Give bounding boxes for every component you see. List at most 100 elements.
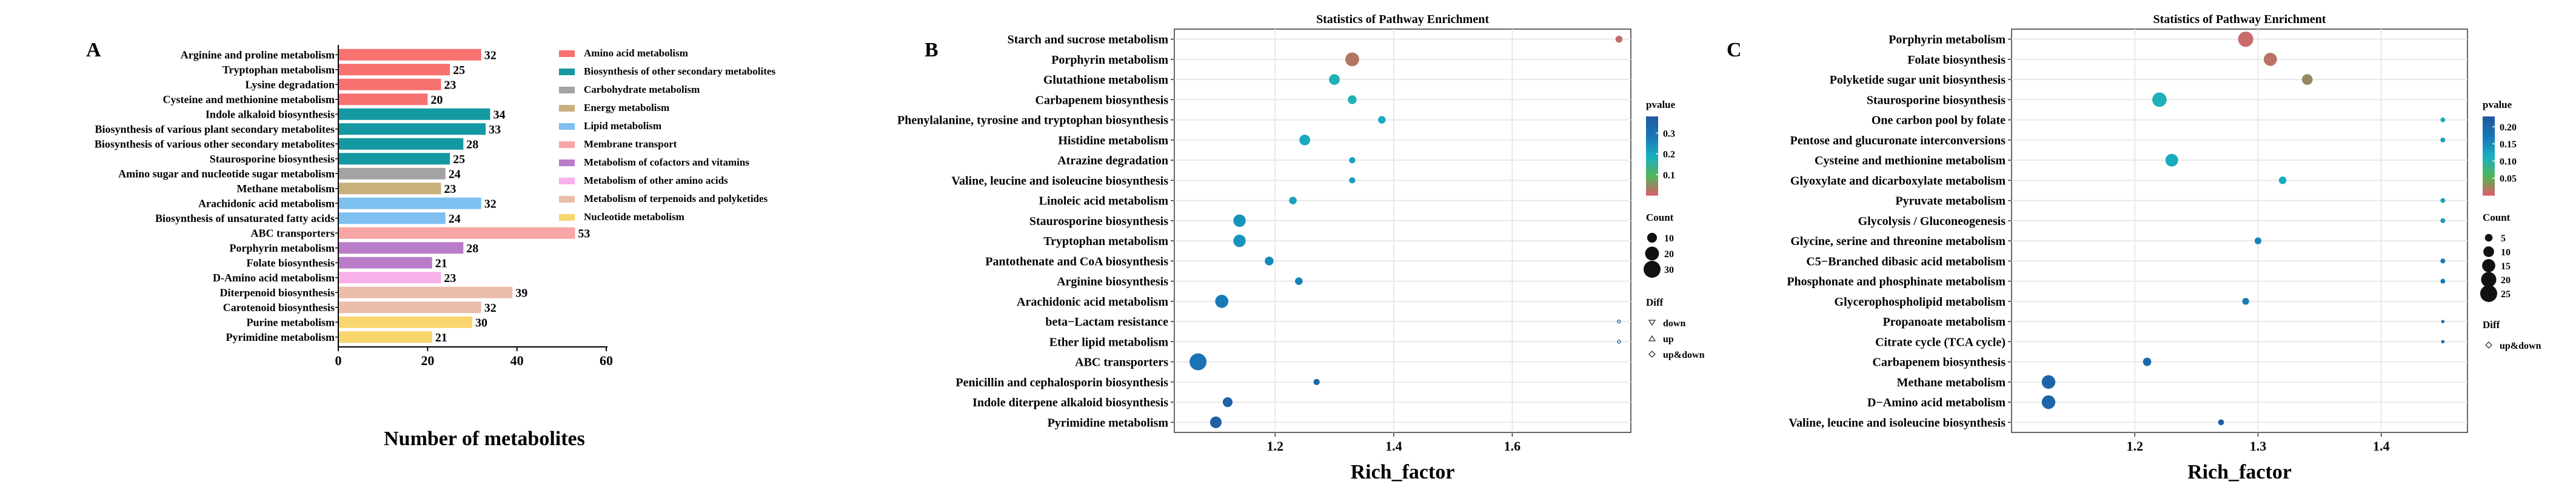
colorbar-cell: [2483, 169, 2495, 172]
category-label-folate-biosynthesis: Folate biosynthesis: [246, 257, 335, 269]
category-label-abc-transporters: ABC transporters: [251, 227, 335, 239]
category-label-c5-branched-dibasic-acid-metabolism: C5−Branched dibasic acid metabolism: [1806, 255, 2006, 268]
colorbar-cell: [2483, 130, 2495, 133]
colorbar-cell: [2483, 146, 2495, 149]
colorbar-cell: [1646, 148, 1658, 150]
category-label-pyrimidine-metabolism: Pyrimidine metabolism: [226, 331, 335, 343]
count-legend-label-15: 15: [2501, 261, 2511, 272]
colorbar-cell: [2483, 189, 2495, 192]
colorbar-cell: [1646, 173, 1658, 176]
colorbar-cell: [2483, 116, 2495, 119]
count-legend-dot-30: [1644, 261, 1661, 278]
colorbar-label-0-2: 0.2: [1663, 150, 1675, 160]
legend-label-amino-acid-metabolism: Amino acid metabolism: [584, 47, 688, 59]
value-label-carotenoid-biosynthesis: 32: [484, 301, 497, 315]
panel-a-bar-chart: A Arginine and proline metabolism 32 Trypto…: [86, 39, 775, 450]
category-label-pentose-and-glucuronate-interconversions: Pentose and glucuronate interconversions: [1790, 134, 2006, 147]
value-label-folate-biosynthesis: 21: [435, 257, 447, 270]
x-tick-label-60: 60: [600, 353, 613, 368]
point-valine-leucine-and-isoleucine-biosynthesis: [1349, 177, 1356, 184]
diff-legend-title: Diff: [2483, 319, 2500, 331]
plot-frame: [1174, 29, 1631, 433]
point-glutathione-metabolism: [1329, 74, 1340, 85]
bar-pyrimidine-metabolism: [338, 331, 432, 343]
diff-legend-shape-up: [1648, 335, 1656, 341]
category-label-citrate-cycle-tca-cycle: Citrate cycle (TCA cycle): [1875, 335, 2006, 349]
x-tick-label-0: 0: [335, 353, 342, 368]
point-phenylalanine-tyrosine-and-tryptophan-biosynthesis: [1378, 116, 1386, 124]
colorbar-cell: [1646, 152, 1658, 155]
colorbar-cell: [2483, 183, 2495, 186]
x-axis-title: Rich_factor: [1351, 461, 1455, 483]
category-label-pantothenate-and-coa-biosynthesis: Pantothenate and CoA biosynthesis: [985, 255, 1168, 268]
point-folate-biosynthesis: [2263, 53, 2277, 66]
category-label-one-carbon-pool-by-folate: One carbon pool by folate: [1872, 114, 2006, 127]
colorbar-label-0-05: 0.05: [2500, 174, 2517, 184]
count-legend-dot-20: [1645, 246, 1659, 261]
colorbar-cell: [2483, 148, 2495, 150]
count-legend-dot-25: [2480, 285, 2497, 302]
category-label-glutathione-metabolism: Glutathione metabolism: [1043, 73, 1168, 87]
point-citrate-cycle-tca-cycle: [2441, 340, 2445, 344]
legend-label-metabolism-of-terpenoids-and-polyketides: Metabolism of terpenoids and polyketides: [584, 193, 768, 204]
category-label-penicillin-and-cephalosporin-biosynthesis: Penicillin and cephalosporin biosynthesi…: [955, 376, 1168, 389]
colorbar-cell: [1646, 140, 1658, 143]
point-ether-lipid-metabolism: [1617, 340, 1621, 344]
point-glycolysis-gluconeogenesis: [2440, 218, 2446, 223]
x-axis-title: Number of metabolites: [384, 428, 585, 450]
count-legend-dot-20: [2481, 272, 2497, 287]
panel-label-c: C: [1727, 39, 1742, 61]
colorbar-cell: [1646, 175, 1658, 178]
category-label-staurosporine-biosynthesis: Staurosporine biosynthesis: [1867, 93, 2006, 107]
category-label-amino-sugar-and-nucleotide-sugar-metabolism: Amino sugar and nucleotide sugar metabol…: [118, 167, 335, 180]
point-cysteine-and-methionine-metabolism: [2165, 153, 2178, 167]
category-label-pyrimidine-metabolism: Pyrimidine metabolism: [1048, 416, 1169, 429]
diff-legend-title: Diff: [1646, 297, 1664, 308]
category-label-carbapenem-biosynthesis: Carbapenem biosynthesis: [1873, 356, 2006, 369]
category-label-arginine-and-proline-metabolism: Arginine and proline metabolism: [181, 49, 335, 61]
colorbar-cell: [2483, 122, 2495, 125]
point-staurosporine-biosynthesis: [1233, 214, 1246, 227]
category-label-ether-lipid-metabolism: Ether lipid metabolism: [1049, 335, 1169, 349]
point-porphyrin-metabolism: [1345, 52, 1359, 67]
colorbar-cell: [1646, 169, 1658, 172]
category-label-glycerophospholipid-metabolism: Glycerophospholipid metabolism: [1835, 295, 2006, 309]
count-legend-dot-10: [2483, 246, 2494, 257]
colorbar-cell: [1646, 191, 1658, 194]
point-methane-metabolism: [2041, 375, 2056, 389]
bar-folate-biosynthesis: [338, 257, 432, 269]
point-indole-diterpene-alkaloid-biosynthesis: [1222, 397, 1233, 408]
category-label-porphyrin-metabolism: Porphyrin metabolism: [1889, 33, 2006, 47]
category-label-linoleic-acid-metabolism: Linoleic acid metabolism: [1039, 195, 1169, 208]
diff-legend-shape-up-down: [1648, 351, 1656, 358]
category-label-glyoxylate-and-dicarboxylate-metabolism: Glyoxylate and dicarboxylate metabolism: [1790, 174, 2006, 187]
point-tryptophan-metabolism: [1233, 234, 1246, 247]
colorbar-cell: [1646, 181, 1658, 184]
colorbar-cell: [2483, 193, 2495, 196]
colorbar-cell: [1646, 122, 1658, 125]
x-tick-label-1-3: 1.3: [2250, 438, 2267, 454]
category-label-porphyrin-metabolism: Porphyrin metabolism: [1051, 53, 1168, 67]
value-label-cysteine-and-methionine-metabolism: 20: [430, 93, 443, 107]
bar-diterpenoid-biosynthesis: [338, 286, 513, 298]
colorbar-cell: [2483, 124, 2495, 127]
category-label-diterpenoid-biosynthesis: Diterpenoid biosynthesis: [219, 286, 335, 298]
value-label-indole-alkaloid-biosynthesis: 34: [493, 108, 505, 121]
diff-legend-label-up-down: up&down: [1663, 350, 1705, 360]
colorbar-cell: [2483, 187, 2495, 190]
colorbar-cell: [2483, 173, 2495, 176]
colorbar-cell: [2483, 132, 2495, 135]
colorbar-cell: [2483, 166, 2495, 169]
point-pantothenate-and-coa-biosynthesis: [1265, 257, 1274, 266]
point-abc-transporters: [1189, 353, 1207, 371]
colorbar-cell: [1646, 150, 1658, 153]
point-phosphonate-and-phosphinate-metabolism: [2440, 278, 2446, 284]
category-label-beta-lactam-resistance: beta−Lactam resistance: [1045, 315, 1168, 329]
colorbar-cell: [1646, 189, 1658, 192]
count-legend-dot-15: [2482, 259, 2495, 272]
bar-lysine-degradation: [338, 78, 441, 90]
colorbar-label-0-10: 0.10: [2500, 156, 2517, 167]
category-label-d-amino-acid-metabolism: D−Amino acid metabolism: [1867, 396, 2006, 409]
